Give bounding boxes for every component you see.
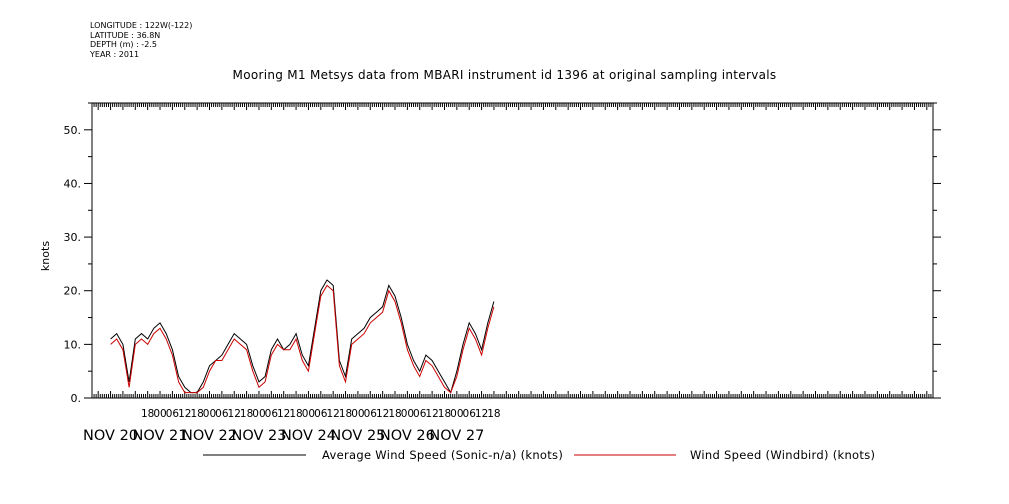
x-hour-label: 06 [265, 408, 279, 420]
legend-label-sonic: Average Wind Speed (Sonic-n/a) (knots) [322, 448, 563, 462]
latitude-text: LATITUDE : 36.8N [90, 30, 161, 40]
x-hour-label: 12 [475, 408, 488, 420]
x-hour-label: 12 [326, 408, 339, 420]
series-line-windbird [110, 284, 495, 394]
x-hour-label: 00 [153, 408, 166, 420]
y-tick-label: 40. [64, 177, 82, 190]
x-hour-label: 06 [215, 408, 229, 420]
series-line-sonic [110, 279, 495, 394]
y-axis-label: knots [39, 241, 52, 271]
metadata-block: LONGITUDE : 122W(-122) LATITUDE : 36.8N … [90, 21, 192, 59]
x-date-label: NOV 27 [429, 428, 484, 444]
x-hour-label: 06 [166, 408, 180, 420]
x-hour-label: 12 [178, 408, 191, 420]
y-tick-label: 10. [64, 338, 82, 351]
x-hour-label: 18 [141, 408, 154, 420]
depth-text: DEPTH (m) : -2.5 [90, 40, 157, 49]
x-hour-label: 18 [438, 408, 451, 420]
year-text: YEAR : 2011 [90, 49, 140, 59]
x-date-label: NOV 23 [231, 428, 286, 444]
x-date-label: NOV 20 [83, 428, 138, 444]
x-hour-label: 00 [302, 408, 315, 420]
x-hour-label: 18 [388, 408, 401, 420]
x-date-label: NOV 25 [330, 428, 385, 444]
x-hour-label: 12 [277, 408, 290, 420]
y-tick-label: 20. [64, 285, 82, 298]
legend: Average Wind Speed (Sonic-n/a) (knots) Wi… [203, 448, 875, 462]
x-hour-label: 12 [228, 408, 241, 420]
x-date-label: NOV 26 [380, 428, 435, 444]
x-hour-label: 18 [289, 408, 302, 420]
x-hour-label: 18 [190, 408, 203, 420]
x-hour-label: 12 [425, 408, 438, 420]
x-hour-label: 06 [413, 408, 427, 420]
x-hour-label: 00 [401, 408, 414, 420]
x-date-label: NOV 22 [182, 428, 237, 444]
y-tick-label: 50. [64, 124, 82, 137]
chart-title: Mooring M1 Metsys data from MBARI instru… [232, 68, 777, 82]
longitude-text: LONGITUDE : 122W(-122) [90, 21, 193, 30]
x-date-label: NOV 21 [133, 428, 188, 444]
axes-layer: 0.10.20.30.40.50.18000612180006121800061… [64, 102, 941, 444]
x-date-label: NOV 24 [281, 428, 336, 444]
x-hour-label: 12 [376, 408, 389, 420]
x-hour-label: 00 [450, 408, 463, 420]
x-hour-label: 00 [203, 408, 216, 420]
plot-frame [91, 102, 934, 399]
x-hour-label: 18 [240, 408, 253, 420]
x-hour-label: 18 [487, 408, 500, 420]
x-hour-label: 06 [364, 408, 378, 420]
x-hour-label: 00 [351, 408, 364, 420]
legend-label-windbird: Wind Speed (Windbird) (knots) [690, 448, 875, 462]
y-tick-label: 0. [71, 392, 82, 405]
x-hour-label: 00 [252, 408, 265, 420]
x-hour-label: 18 [339, 408, 352, 420]
x-hour-label: 06 [314, 408, 328, 420]
series-layer [110, 279, 495, 394]
x-hour-label: 06 [463, 408, 477, 420]
y-tick-label: 30. [64, 231, 82, 244]
